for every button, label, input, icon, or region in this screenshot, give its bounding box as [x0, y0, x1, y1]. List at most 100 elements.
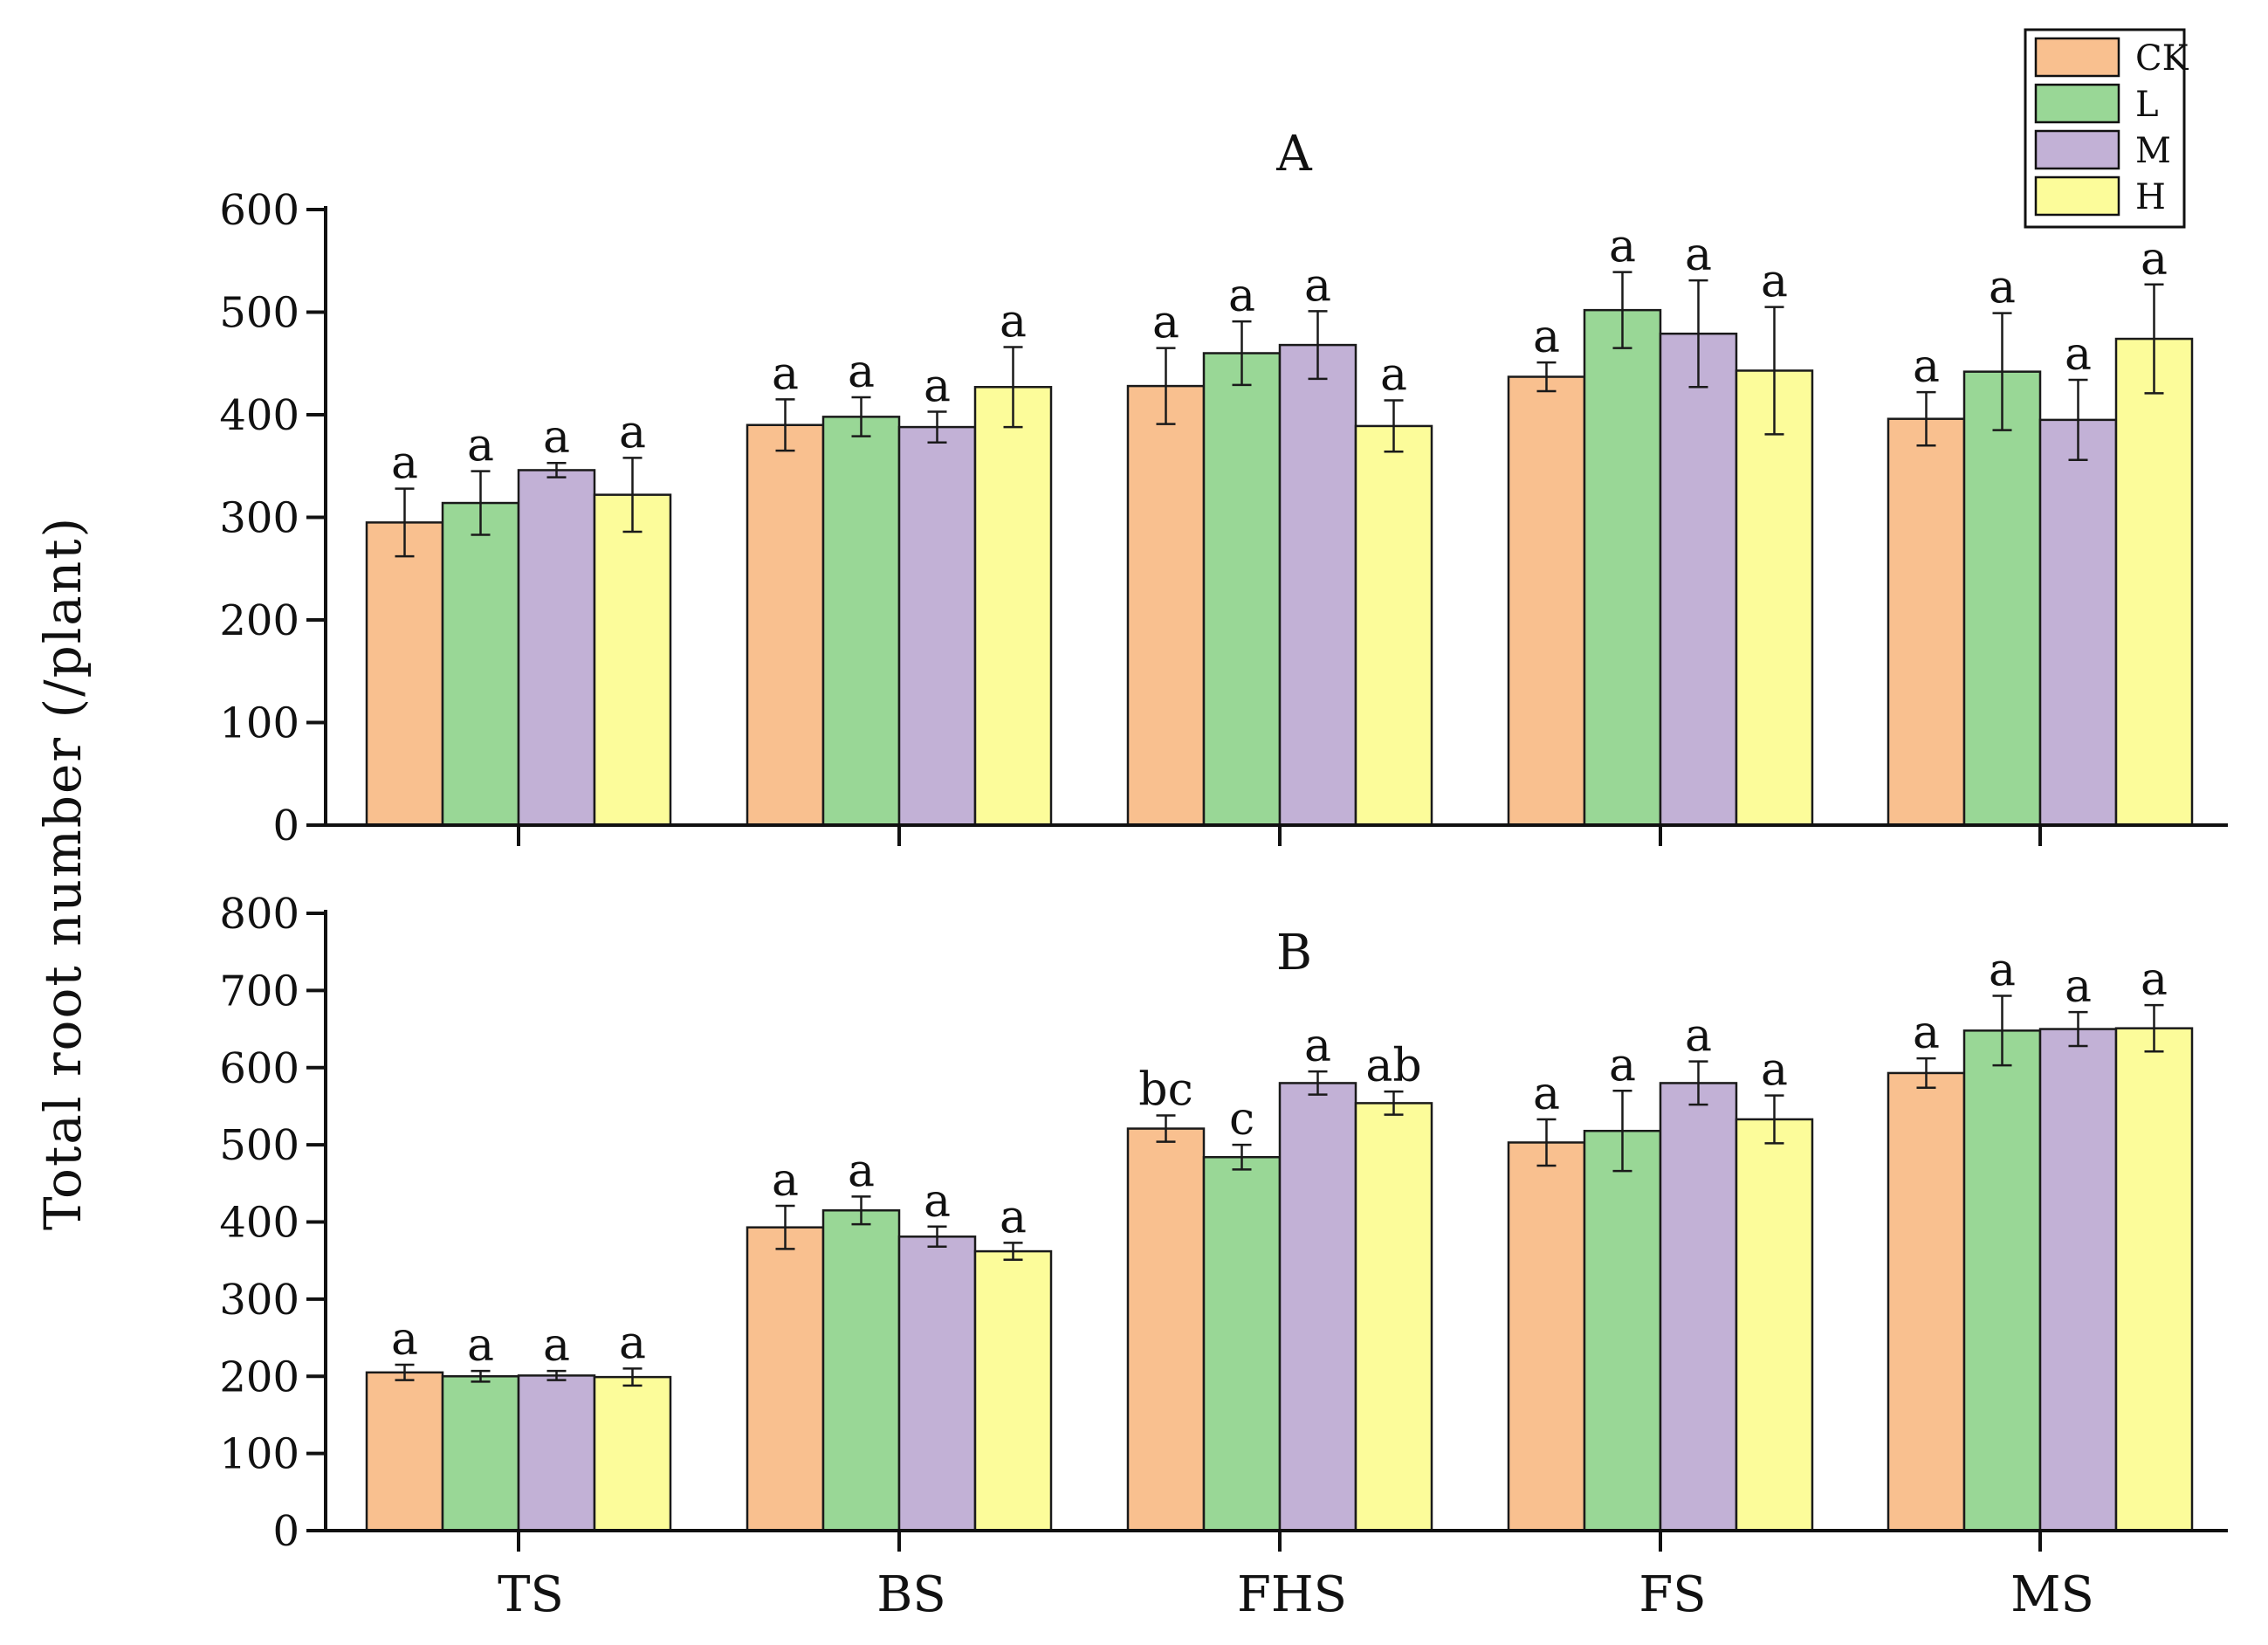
significance-letter: a [1989, 945, 2016, 997]
significance-letter: a [1533, 1068, 1560, 1120]
error-bar-M-FHS [1308, 310, 1328, 381]
bar-H-MS [2114, 337, 2194, 827]
error-bar-L-TS [471, 1369, 491, 1383]
x-tick-label: MS [2010, 1566, 2094, 1623]
bar-L-TS [441, 501, 520, 827]
significance-letter: a [1000, 295, 1027, 348]
significance-letter: a [1913, 341, 1940, 393]
error-bar-H-FS [1764, 306, 1784, 436]
error-bar-CK-TS [395, 487, 415, 558]
y-tick-label: 200 [219, 1352, 299, 1401]
significance-letter: a [1304, 259, 1331, 312]
bar-CK-FHS [1126, 384, 1206, 827]
significance-letter: a [1228, 270, 1255, 322]
significance-letter: a [391, 437, 418, 490]
bar-M-FHS [1278, 343, 1357, 827]
error-bar-CK-FHS [1156, 347, 1176, 425]
significance-letter: a [1913, 1007, 1940, 1059]
bar-M-FHS [1278, 1082, 1357, 1532]
error-bar-CK-MS [1916, 390, 1936, 447]
error-bar-L-FS [1612, 1090, 1632, 1173]
legend-swatch-H [2034, 176, 2120, 217]
bar-L-BS [821, 416, 901, 827]
error-bar-H-BS [1003, 1242, 1023, 1262]
legend-label-M: M [2135, 131, 2171, 171]
legend-swatch-M [2034, 129, 2120, 170]
bar-H-BS [973, 386, 1053, 827]
significance-letter: a [1685, 229, 1712, 281]
y-tick-label: 300 [219, 494, 299, 543]
bar-H-MS [2114, 1027, 2194, 1532]
bar-H-BS [973, 1249, 1053, 1532]
error-bar-CK-BS [775, 1204, 795, 1250]
y-tick-label: 800 [219, 890, 299, 939]
error-bar-H-FHS [1384, 399, 1404, 453]
significance-letter: a [543, 1319, 570, 1372]
significance-letter: c [1229, 1093, 1254, 1146]
error-bar-L-MS [1992, 995, 2012, 1067]
significance-letter: a [1609, 221, 1636, 273]
error-bar-M-TS [546, 1369, 567, 1381]
error-bar-L-FHS [1232, 320, 1252, 387]
bar-H-FHS [1354, 424, 1433, 827]
significance-letter: a [391, 1313, 418, 1366]
error-bar-H-TS [622, 1367, 643, 1387]
error-bar-H-FHS [1384, 1090, 1404, 1116]
bar-CK-FS [1507, 1141, 1586, 1532]
error-bar-L-BS [851, 1195, 871, 1226]
y-tick-label: 200 [219, 596, 299, 645]
bar-L-FS [1583, 308, 1662, 827]
significance-letter: a [1152, 297, 1179, 349]
bar-M-MS [2038, 418, 2118, 827]
y-tick-label: 500 [219, 1121, 299, 1170]
legend-swatch-CK [2034, 37, 2120, 78]
legend-label-CK: CK [2135, 38, 2189, 79]
y-tick-label: 100 [219, 1430, 299, 1479]
bar-L-BS [821, 1208, 901, 1532]
bar-L-MS [1962, 370, 2042, 827]
significance-letter: a [467, 420, 494, 472]
significance-letter: a [924, 1175, 951, 1228]
significance-letter: a [1380, 349, 1407, 402]
bar-M-BS [897, 1235, 977, 1532]
error-bar-M-MS [2068, 378, 2088, 461]
panel-title: B [1276, 925, 1312, 981]
significance-letter: a [1989, 262, 2016, 314]
bar-H-TS [593, 493, 672, 827]
significance-letter: a [2141, 233, 2168, 286]
error-bar-H-TS [622, 457, 643, 533]
significance-letter: a [772, 348, 799, 400]
error-bar-CK-FHS [1156, 1114, 1176, 1143]
bar-CK-FHS [1126, 1127, 1206, 1532]
y-tick-label: 600 [219, 1044, 299, 1093]
error-bar-M-TS [546, 461, 567, 478]
x-tick-label: TS [498, 1566, 564, 1623]
bar-M-TS [517, 469, 596, 827]
error-bar-M-FS [1688, 1060, 1708, 1106]
y-tick-label: 0 [272, 1507, 299, 1556]
significance-letter: a [467, 1319, 494, 1372]
y-tick-label: 400 [219, 1199, 299, 1248]
error-bar-M-BS [927, 410, 947, 444]
bar-M-FS [1659, 1082, 1738, 1532]
bar-CK-BS [746, 423, 825, 827]
significance-letter: a [619, 1317, 646, 1369]
significance-letter: a [1761, 1044, 1788, 1097]
error-bar-H-BS [1003, 346, 1023, 429]
significance-letter: a [772, 1154, 799, 1207]
significance-letter: ab [1365, 1040, 1421, 1092]
bar-M-FS [1659, 332, 1738, 827]
error-bar-H-MS [2144, 1003, 2164, 1053]
error-bar-CK-TS [395, 1363, 415, 1381]
legend-label-L: L [2135, 85, 2159, 125]
error-bar-L-FS [1612, 271, 1632, 349]
error-bar-CK-FS [1536, 1118, 1557, 1167]
error-bar-CK-BS [775, 398, 795, 452]
bar-H-FHS [1354, 1102, 1433, 1532]
significance-letter: bc [1138, 1064, 1192, 1117]
bar-CK-BS [746, 1226, 825, 1532]
bar-L-FHS [1202, 1156, 1282, 1532]
